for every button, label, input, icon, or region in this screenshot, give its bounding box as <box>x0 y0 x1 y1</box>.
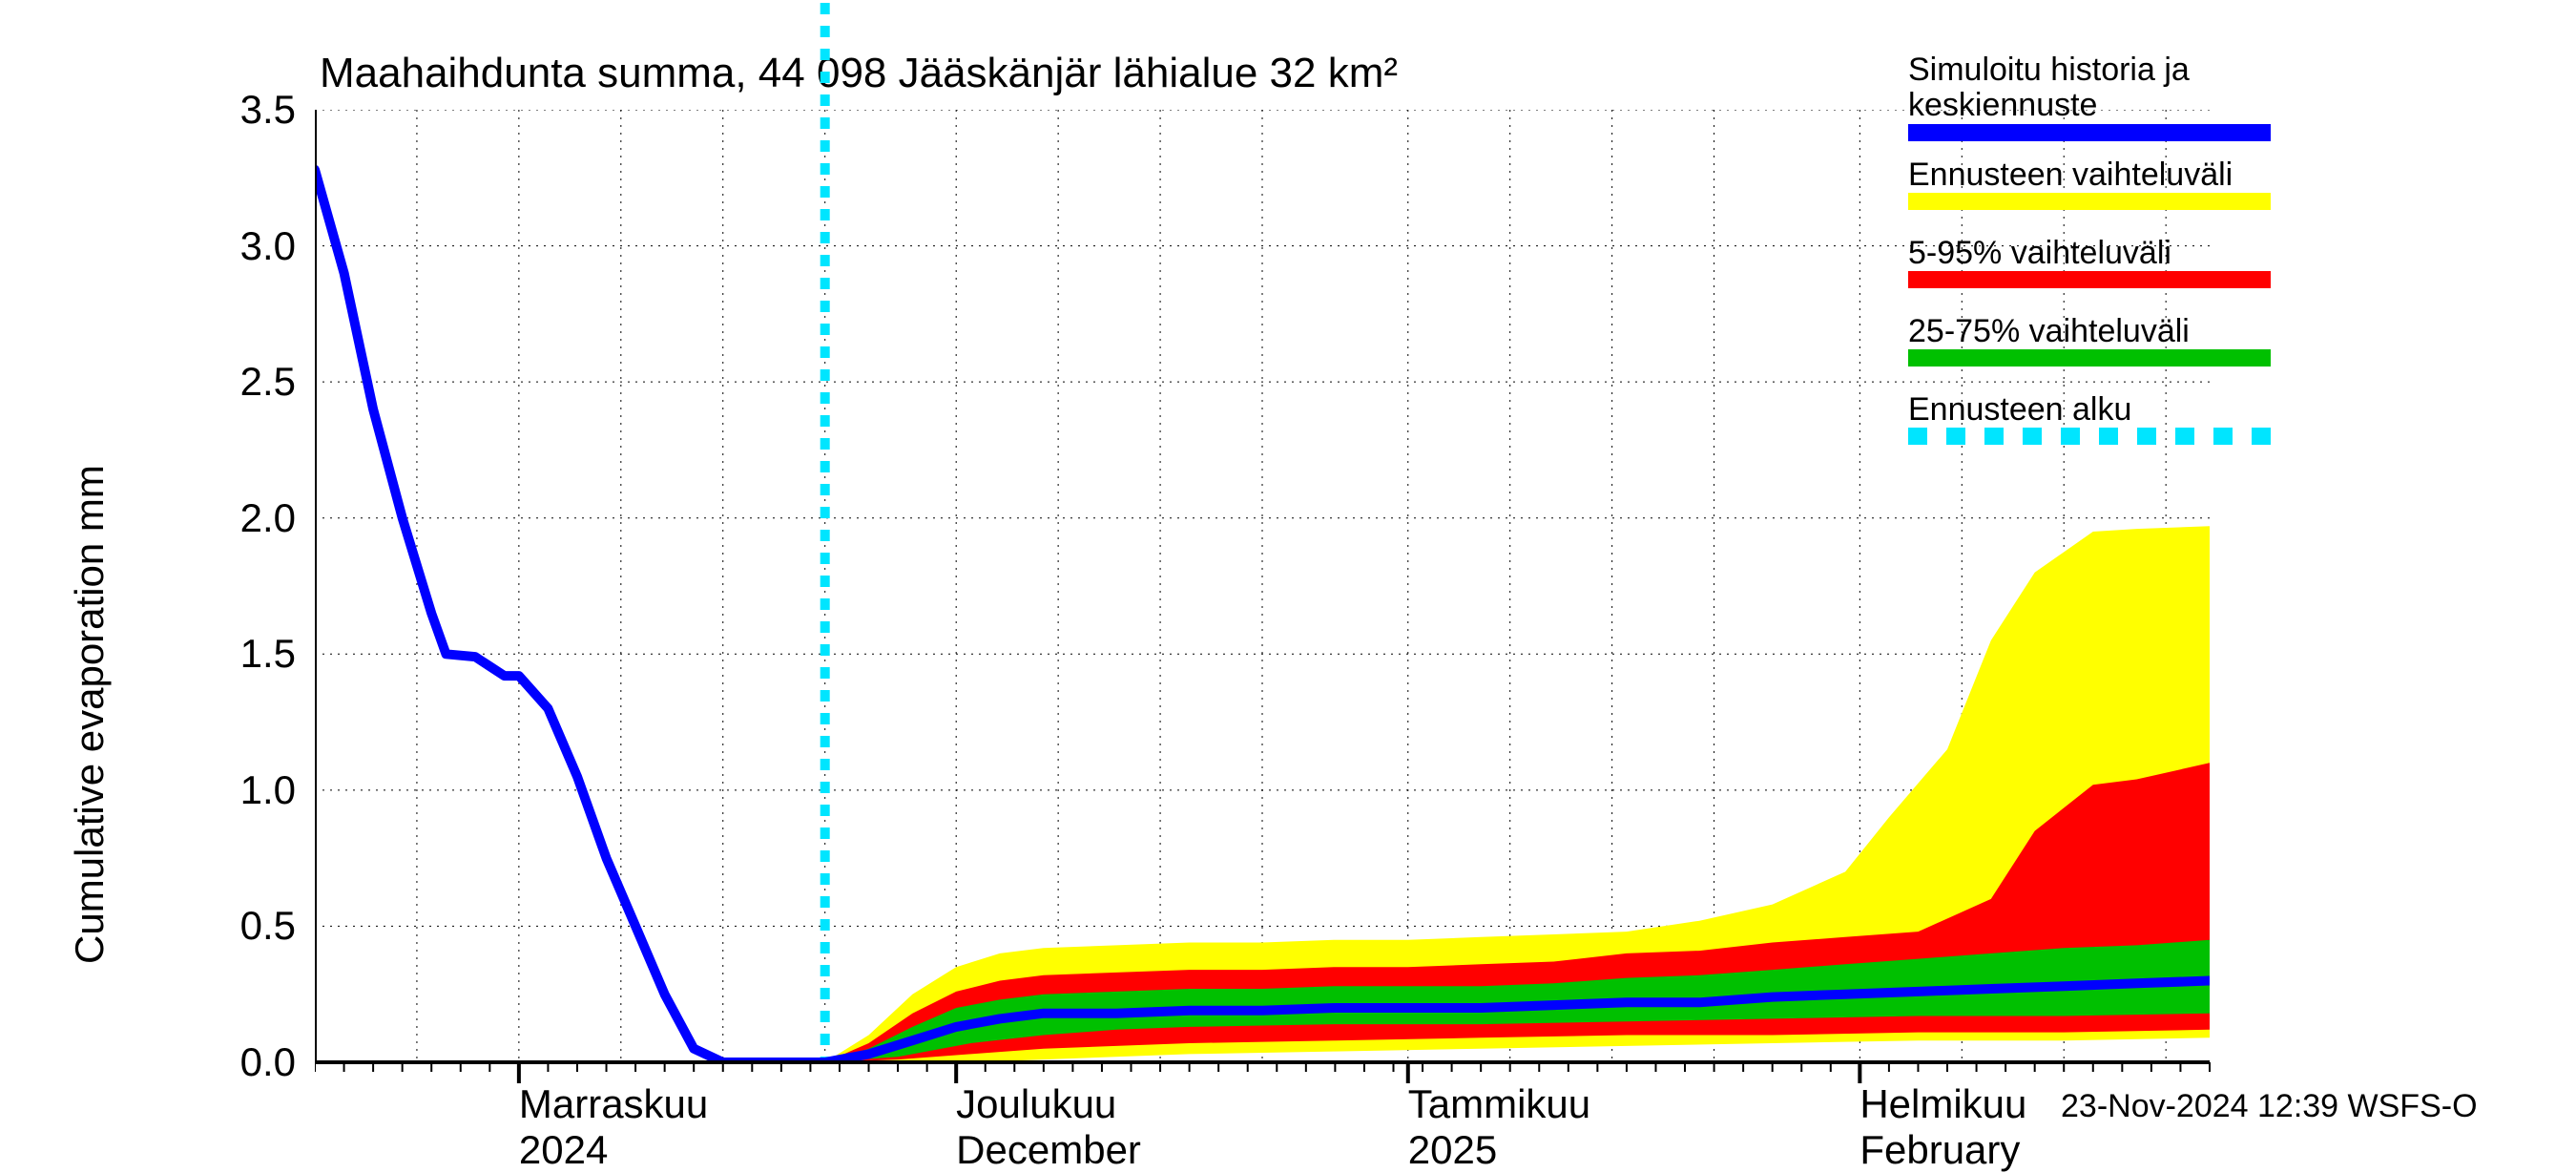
legend-swatch <box>1908 428 2271 445</box>
legend-swatch <box>1908 124 2271 141</box>
legend-label: 5-95% vaihteluväli <box>1908 236 2271 271</box>
legend-swatch <box>1908 271 2271 288</box>
legend-swatch <box>1908 193 2271 210</box>
legend-item-hist: Simuloitu historia ja keskiennuste <box>1908 52 2271 157</box>
legend-swatch <box>1908 349 2271 367</box>
legend-label: 25-75% vaihteluväli <box>1908 314 2271 349</box>
render-timestamp: 23-Nov-2024 12:39 WSFS-O <box>2061 1088 2478 1125</box>
x-tick-label-bottom: February <box>1859 1127 2020 1173</box>
x-tick-label-bottom: 2025 <box>1408 1127 1497 1173</box>
x-tick-label-top: Tammikuu <box>1408 1081 1590 1127</box>
legend-item-start: Ennusteen alku <box>1908 392 2271 471</box>
x-tick-label-top: Marraskuu <box>519 1081 708 1127</box>
legend: Simuloitu historia ja keskiennuste Ennust… <box>1908 52 2271 471</box>
legend-item-red: 5-95% vaihteluväli <box>1908 236 2271 314</box>
legend-item-yellow: Ennusteen vaihteluväli <box>1908 157 2271 236</box>
x-tick-label-bottom: December <box>956 1127 1141 1173</box>
legend-label: Ennusteen alku <box>1908 392 2271 428</box>
legend-label: Ennusteen vaihteluväli <box>1908 157 2271 193</box>
legend-label: Simuloitu historia ja keskiennuste <box>1908 52 2271 124</box>
x-tick-label-top: Joulukuu <box>956 1081 1116 1127</box>
legend-item-green: 25-75% vaihteluväli <box>1908 314 2271 392</box>
evaporation-forecast-chart: Cumulative evaporation mm Maahaihdunta s… <box>0 0 2576 1145</box>
x-tick-label-bottom: 2024 <box>519 1127 608 1173</box>
x-tick-label-top: Helmikuu <box>1859 1081 2026 1127</box>
